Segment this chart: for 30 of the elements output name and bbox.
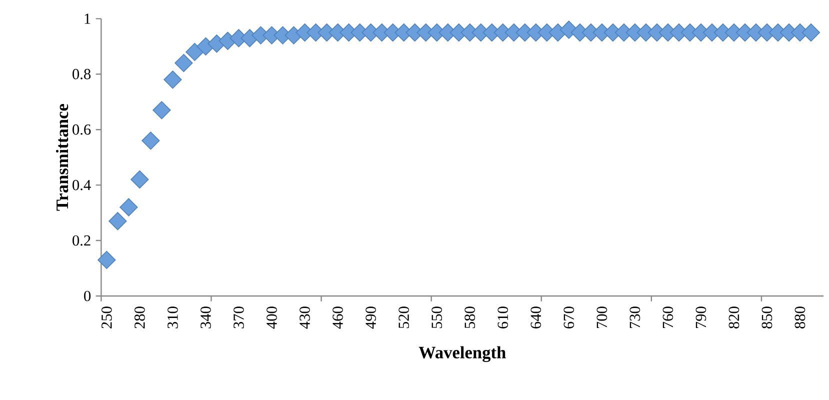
x-tick-label: 610 bbox=[498, 306, 508, 328]
x-tick-label: 520 bbox=[398, 306, 409, 328]
x-tick-label: 370 bbox=[234, 306, 244, 328]
x-tick-label: 550 bbox=[432, 306, 442, 328]
x-tick-label: 430 bbox=[300, 306, 310, 329]
x-tick-label: 850 bbox=[762, 306, 772, 328]
y-axis-title: Transmittance bbox=[56, 104, 68, 211]
x-tick-label: 790 bbox=[696, 306, 706, 328]
x-tick-label: 400 bbox=[266, 306, 277, 329]
x-tick-label: 250 bbox=[102, 306, 112, 328]
x-tick-label: 310 bbox=[168, 306, 178, 328]
x-tick-label: 280 bbox=[134, 306, 145, 328]
x-tick-label: 490 bbox=[366, 306, 376, 329]
x-tick-label: 820 bbox=[728, 306, 740, 328]
x-tick-label: 460 bbox=[332, 306, 343, 329]
x-tick-label: 880 bbox=[794, 306, 806, 328]
y-tick-label: 0 bbox=[84, 290, 91, 302]
y-tick-label: 0.2 bbox=[72, 235, 90, 246]
x-tick-label: 760 bbox=[662, 306, 674, 328]
y-tick-label: 0.8 bbox=[72, 68, 91, 80]
x-axis-title: Wavelength bbox=[418, 346, 506, 362]
x-tick-label: 670 bbox=[564, 306, 574, 328]
y-tick-label: 1 bbox=[84, 14, 90, 24]
x-tick-label: 640 bbox=[530, 306, 542, 328]
y-tick-label: 0.6 bbox=[72, 124, 91, 135]
x-tick-label: 340 bbox=[200, 306, 211, 328]
x-tick-label: 730 bbox=[630, 306, 640, 328]
x-tick-label: 700 bbox=[596, 306, 608, 328]
x-tick-label: 580 bbox=[464, 306, 476, 328]
y-tick-label: 0.4 bbox=[72, 180, 91, 190]
